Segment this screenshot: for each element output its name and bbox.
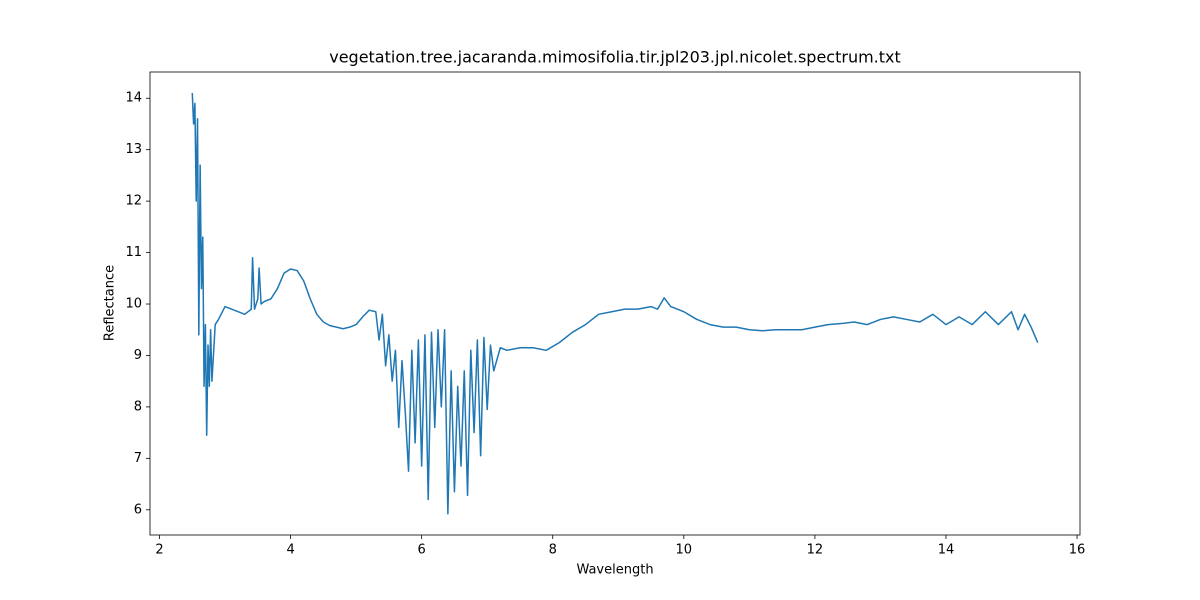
plot-frame [149, 71, 1081, 536]
y-tick-label: 14 [125, 91, 142, 106]
y-tick-label: 13 [125, 142, 142, 157]
x-tick-label: 8 [549, 543, 557, 558]
x-tick-label: 12 [807, 543, 824, 558]
y-tick-label: 7 [134, 451, 142, 466]
x-tick-label: 10 [676, 543, 693, 558]
x-tick-label: 6 [418, 543, 426, 558]
x-tick-label: 16 [1069, 543, 1086, 558]
y-axis-label: Reflectance [103, 265, 118, 341]
y-tick-label: 10 [125, 297, 142, 312]
y-tick-label: 6 [134, 502, 142, 517]
y-tick-label: 11 [125, 245, 142, 260]
y-tick-label: 8 [134, 399, 142, 414]
y-tick-label: 9 [134, 348, 142, 363]
x-tick-label: 2 [155, 543, 163, 558]
x-tick-label: 14 [938, 543, 955, 558]
chart-title: vegetation.tree.jacaranda.mimosifolia.ti… [329, 48, 901, 67]
x-axis-label: Wavelength [576, 563, 653, 578]
y-tick-label: 12 [125, 194, 142, 209]
data-line [191, 93, 1039, 515]
x-tick-label: 4 [286, 543, 294, 558]
